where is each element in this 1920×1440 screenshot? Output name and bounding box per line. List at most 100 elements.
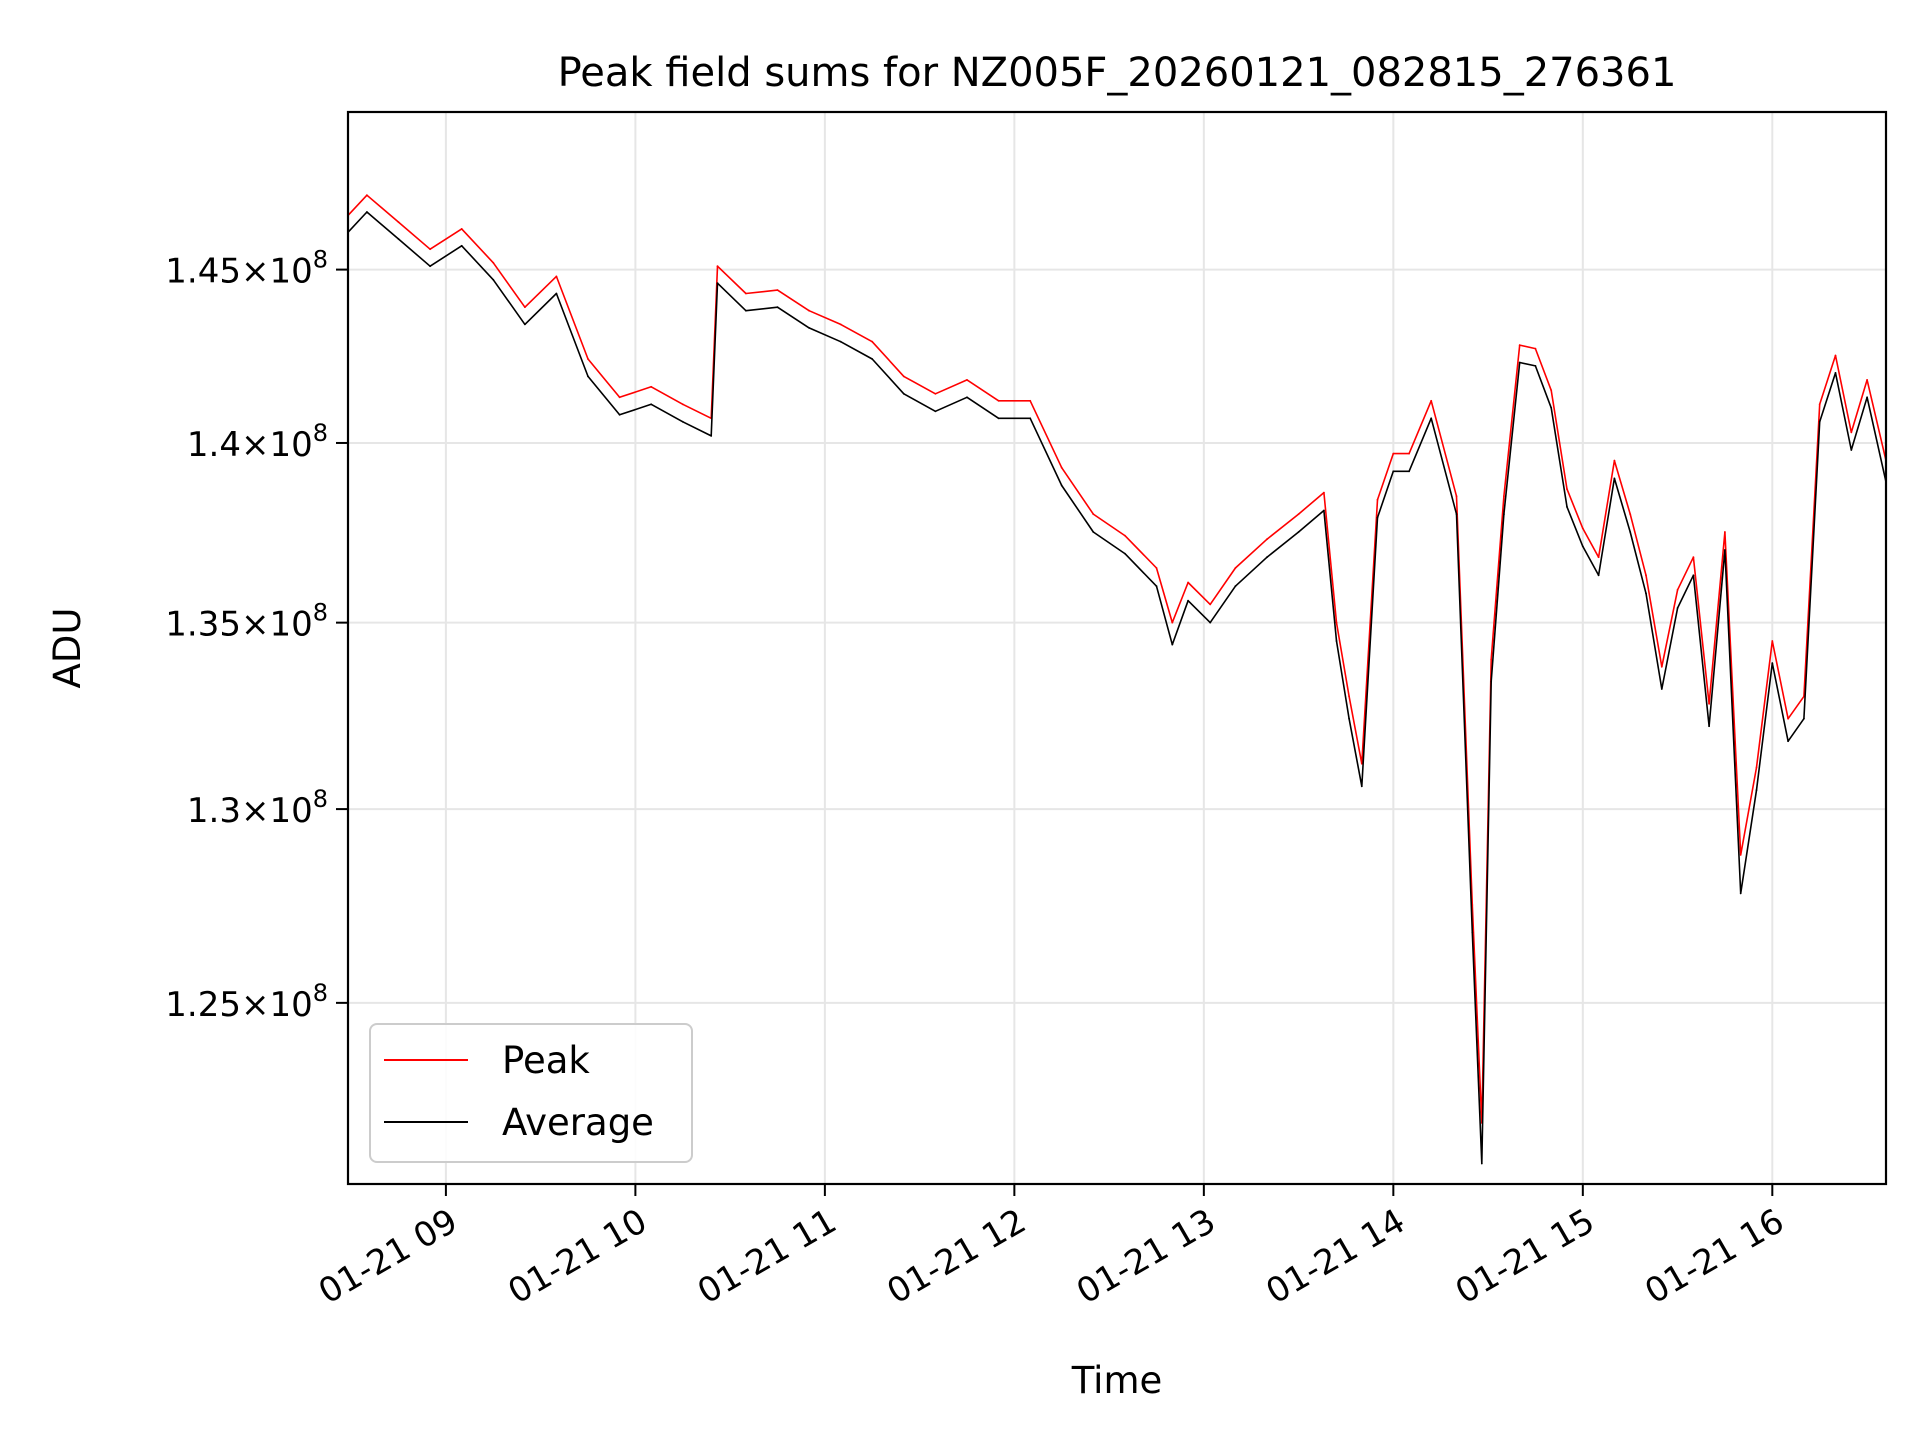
- data-point: [1408, 470, 1410, 473]
- data-point: [1739, 892, 1742, 895]
- data-point: [1755, 766, 1758, 769]
- data-point: [1755, 789, 1758, 791]
- data-point: [1392, 452, 1395, 455]
- data-point: [1850, 449, 1853, 451]
- data-point: [1430, 399, 1433, 402]
- data-point: [716, 282, 719, 285]
- data-point: [1392, 470, 1395, 473]
- data-point: [1676, 588, 1679, 591]
- data-point: [429, 248, 431, 251]
- data-point: [1771, 640, 1774, 642]
- data-point: [1155, 585, 1158, 588]
- y-tick-label: 1.45×108: [165, 246, 328, 292]
- y-tick-label: 1.4×108: [187, 419, 328, 465]
- data-point: [1029, 399, 1032, 402]
- data-point: [1092, 531, 1095, 533]
- data-point: [1739, 854, 1742, 856]
- data-point: [1335, 621, 1338, 624]
- data-point: [1629, 513, 1632, 515]
- data-point: [1490, 658, 1493, 661]
- data-point: [1866, 396, 1868, 399]
- data-point: [1092, 513, 1095, 515]
- data-point: [1787, 717, 1789, 720]
- data-point: [1348, 717, 1350, 720]
- data-point: [1708, 702, 1710, 705]
- y-tick-label: 1.35×108: [165, 599, 328, 645]
- data-point: [1645, 592, 1647, 595]
- data-point: [492, 278, 495, 281]
- data-point: [587, 358, 589, 360]
- data-point: [839, 340, 842, 343]
- data-point: [1581, 545, 1584, 548]
- y-tick-label: 1.25×108: [165, 979, 328, 1025]
- data-point: [808, 327, 810, 329]
- data-point: [1124, 534, 1126, 537]
- data-point: [1060, 466, 1063, 469]
- chart-title: Peak field sums for NZ005F_20260121_0828…: [558, 50, 1677, 96]
- data-point: [1297, 531, 1300, 533]
- data-point: [1348, 695, 1350, 698]
- data-point: [1660, 665, 1663, 668]
- data-point: [1692, 556, 1695, 559]
- data-point: [1266, 556, 1268, 559]
- data-point: [1503, 495, 1505, 498]
- data-point: [618, 396, 621, 399]
- data-point: [1534, 347, 1537, 350]
- data-point: [1692, 574, 1695, 577]
- data-point: [871, 358, 874, 360]
- data-point: [1866, 379, 1868, 381]
- data-point: [555, 292, 558, 295]
- data-point: [429, 265, 431, 268]
- data-point: [1645, 574, 1647, 577]
- data-point: [1660, 688, 1663, 690]
- data-point: [871, 340, 874, 343]
- data-point: [745, 309, 747, 312]
- data-point: [1834, 354, 1837, 357]
- data-point: [1234, 585, 1237, 588]
- data-point: [1803, 717, 1805, 720]
- data-point: [1376, 498, 1379, 501]
- x-axis-label: Time: [1071, 1359, 1163, 1402]
- data-point: [1724, 549, 1726, 551]
- data-point: [366, 211, 368, 213]
- data-point: [710, 435, 713, 437]
- data-point: [1155, 567, 1158, 569]
- data-point: [366, 194, 368, 197]
- data-point: [1676, 607, 1679, 609]
- data-point: [1834, 372, 1837, 374]
- data-point: [1771, 662, 1774, 664]
- data-point: [1124, 552, 1126, 555]
- data-point: [524, 323, 526, 326]
- data-point: [650, 403, 653, 406]
- grid: [348, 112, 1886, 1184]
- data-point: [1187, 581, 1189, 584]
- data-point: [618, 413, 621, 416]
- data-point: [902, 375, 905, 378]
- legend-label-peak: Peak: [502, 1039, 590, 1082]
- data-point: [776, 289, 779, 291]
- data-point: [1234, 567, 1237, 569]
- data-point: [997, 399, 1000, 402]
- data-point: [681, 403, 684, 406]
- data-point: [524, 306, 526, 309]
- series-average: [347, 211, 1887, 1165]
- data-point: [902, 392, 905, 395]
- data-point: [1550, 406, 1553, 409]
- data-point: [1518, 361, 1521, 364]
- data-point: [745, 292, 747, 295]
- data-point: [1581, 527, 1584, 530]
- data-point: [1297, 513, 1300, 515]
- data-point: [839, 323, 842, 326]
- series-layer: [347, 194, 1887, 1165]
- data-point: [1335, 640, 1338, 642]
- data-point: [1029, 417, 1032, 420]
- data-point: [397, 221, 400, 224]
- data-point: [1597, 556, 1600, 559]
- data-point: [776, 306, 779, 309]
- data-point: [587, 375, 589, 378]
- data-point: [808, 309, 810, 312]
- data-point: [1455, 513, 1458, 515]
- data-point: [1266, 538, 1268, 541]
- y-axis: 1.25×108 1.3×108 1.35×108 1.4×108 1.45×108: [165, 246, 348, 1025]
- data-point: [1171, 621, 1174, 624]
